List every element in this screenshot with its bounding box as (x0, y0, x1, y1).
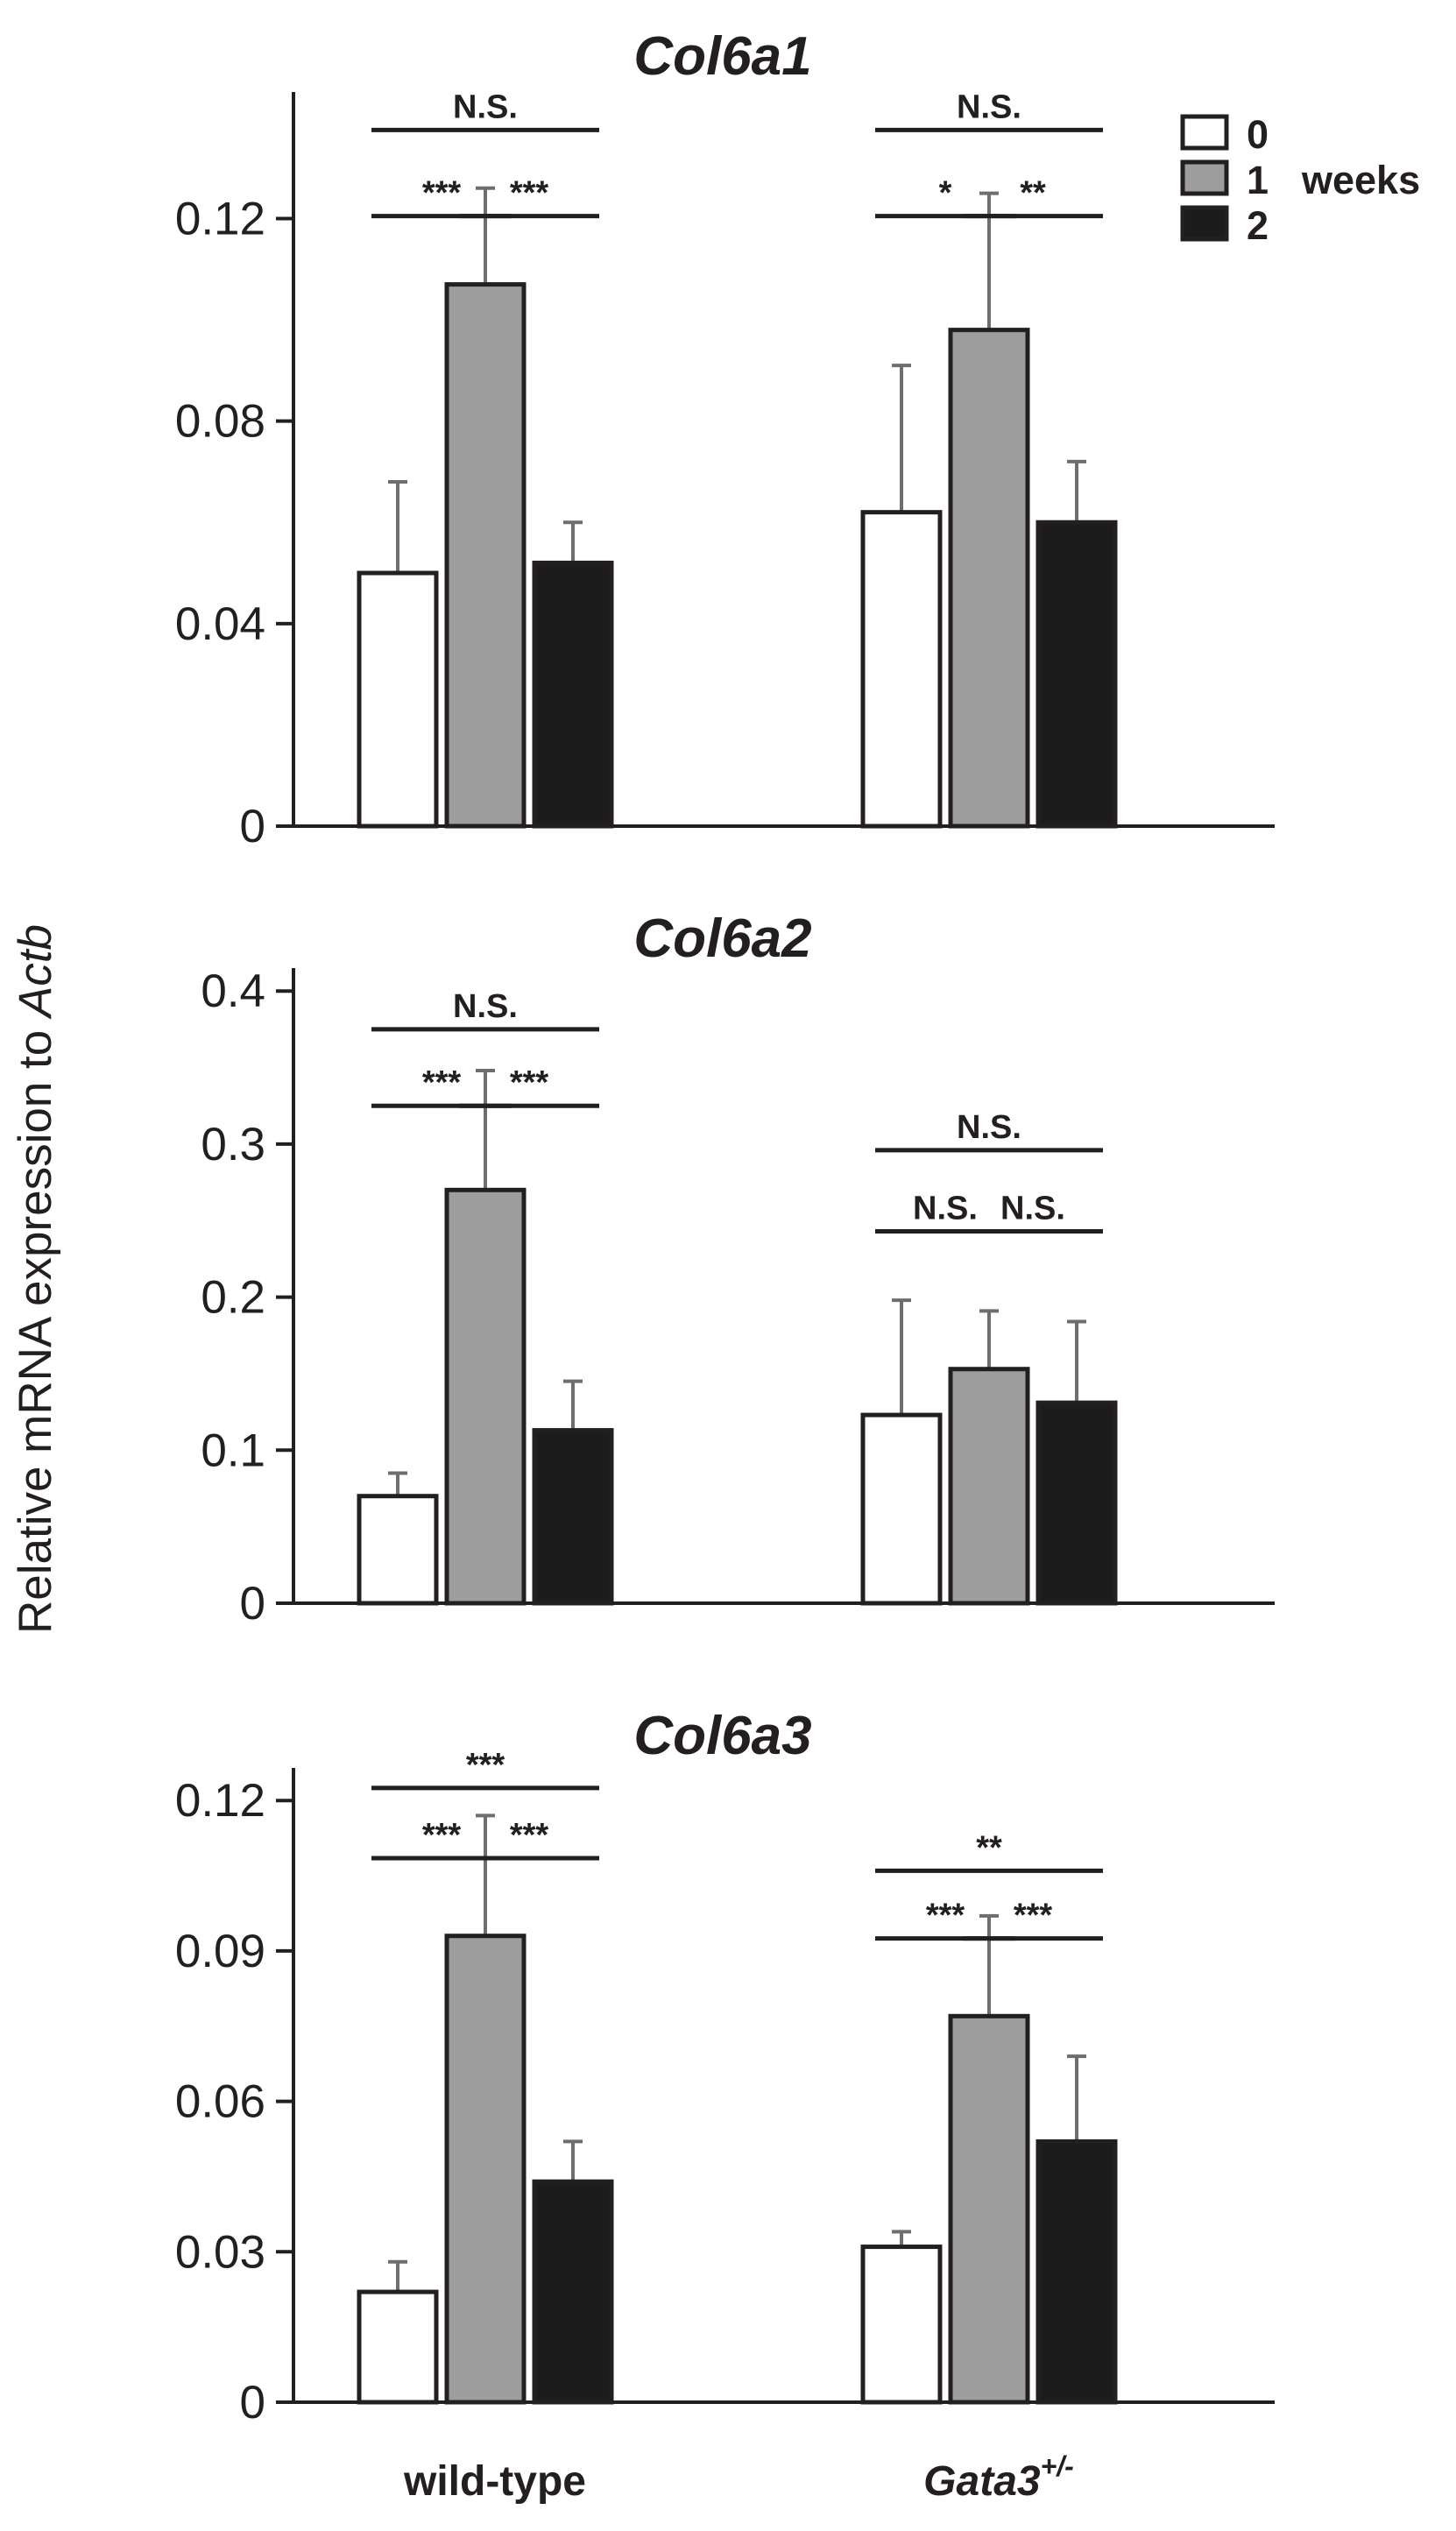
y-tick-label: 0.04 (175, 598, 265, 650)
legend: 0 1 weeks 2 (1180, 112, 1420, 248)
legend-swatch-1 (1180, 159, 1229, 196)
significance-label: *** (926, 1898, 965, 1934)
y-tick-label: 0.03 (175, 2226, 265, 2278)
significance-label: N.S. (453, 88, 518, 125)
y-tick-label: 0.06 (175, 2076, 265, 2128)
bar-week-0-gata3 (860, 2245, 943, 2405)
significance-label: N.S. (957, 1109, 1021, 1146)
panel-col6a2: Col6a2 0 0.1 0.2 0.3 0.4 N.S. *** *** N.S. N.S. N.S… (201, 908, 1275, 1630)
category-labels: wild-type Gata3+/- (403, 2450, 1074, 2505)
y-tick-label: 0 (240, 801, 265, 852)
bar-week-2-gata3 (1035, 2139, 1118, 2405)
panel-title: Col6a3 (633, 1706, 811, 1766)
y-tick-label: 0 (240, 2377, 265, 2428)
bar-week-0-gata3 (860, 1412, 943, 1606)
legend-swatch-0 (1180, 114, 1229, 151)
significance-label: *** (510, 1064, 549, 1101)
bar-week-1-gata3 (948, 328, 1030, 829)
bar-week-1-wild-type (444, 282, 527, 829)
y-tick-label: 0.12 (175, 193, 265, 244)
y-tick-label: 0.4 (201, 965, 265, 1017)
bar-week-0-gata3 (860, 510, 943, 829)
panel-title: Col6a1 (633, 26, 811, 87)
legend-label-1: 1 (1247, 158, 1269, 202)
significance-label: *** (466, 1747, 505, 1784)
category-label-wild-type: wild-type (403, 2458, 586, 2505)
significance-label: *** (1014, 1898, 1053, 1934)
bar-week-2-wild-type (532, 1428, 614, 1606)
legend-label-0: 0 (1247, 112, 1269, 157)
significance-label: *** (422, 1817, 462, 1854)
panel-title: Col6a2 (633, 908, 811, 969)
significance-label: * (939, 175, 952, 212)
bar-week-1-gata3 (948, 1367, 1030, 1606)
legend-label-2: 2 (1247, 203, 1269, 248)
bar-week-0-wild-type (357, 570, 439, 829)
bar-week-1-wild-type (444, 1934, 527, 2405)
y-tick-label: 0.09 (175, 1926, 265, 1977)
y-tick-label: 0.12 (175, 1775, 265, 1827)
bar-week-0-wild-type (357, 2289, 439, 2405)
bar-week-2-gata3 (1035, 520, 1118, 829)
significance-label: ** (1020, 175, 1046, 212)
category-label-gata3: Gata3+/- (923, 2450, 1074, 2505)
category-label-gata3-superscript: +/- (1041, 2450, 1074, 2482)
significance-label: *** (422, 1064, 462, 1101)
significance-label: N.S. (957, 88, 1021, 125)
significance-label: *** (422, 175, 462, 212)
y-tick-label: 0.08 (175, 396, 265, 448)
significance-label: *** (510, 175, 549, 212)
y-axis-label: Relative mRNA expression to Actb (10, 924, 61, 1634)
legend-weeks-label: weeks (1301, 158, 1420, 202)
legend-swatch-2 (1180, 205, 1229, 242)
significance-label: ** (976, 1829, 1002, 1866)
bar-week-2-wild-type (532, 560, 614, 829)
bar-week-0-wild-type (357, 1494, 439, 1606)
y-tick-label: 0 (240, 1578, 265, 1630)
bar-week-1-wild-type (444, 1187, 527, 1606)
significance-label: *** (510, 1817, 549, 1854)
significance-label: N.S. (1000, 1190, 1065, 1227)
y-tick-label: 0.2 (201, 1272, 265, 1324)
significance-label: N.S. (453, 988, 518, 1025)
bar-week-2-gata3 (1035, 1400, 1118, 1606)
y-tick-label: 0.3 (201, 1119, 265, 1170)
bar-week-1-gata3 (948, 2013, 1030, 2405)
significance-label: N.S. (913, 1190, 978, 1227)
y-tick-label: 0.1 (201, 1425, 265, 1476)
bar-week-2-wild-type (532, 2179, 614, 2405)
